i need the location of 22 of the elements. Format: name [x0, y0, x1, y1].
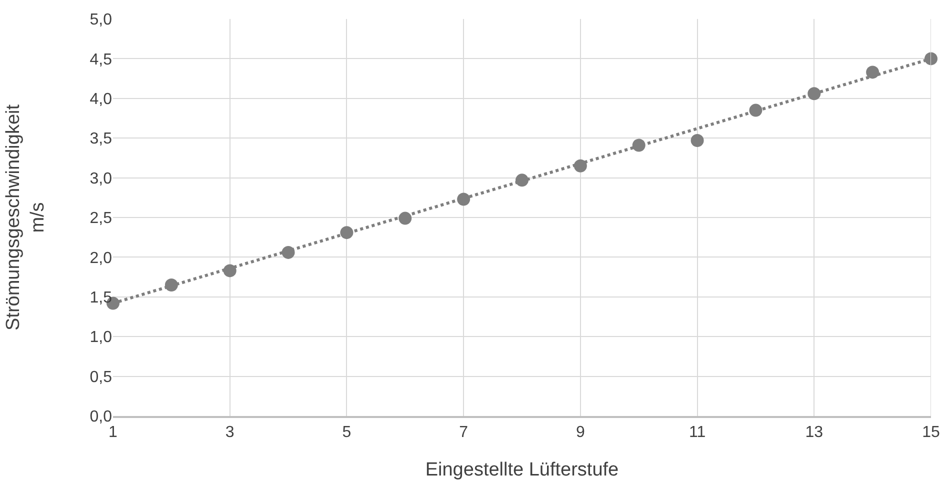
y-tick-label: 3,5 [90, 130, 112, 148]
y-tick-label: 0,5 [90, 368, 112, 386]
x-tick-label: 9 [576, 424, 585, 441]
x-tick-label: 3 [225, 424, 234, 441]
x-axis-title: Eingestellte Lüfterstufe [425, 459, 619, 480]
y-axis-title: Strömungsgeschwindigkeit m/s [2, 104, 49, 331]
y-tick-label: 1,5 [90, 290, 112, 306]
x-tick-label: 1 [108, 424, 118, 441]
point [690, 134, 704, 147]
y-tick-label: 1,0 [90, 329, 112, 346]
y-tick-label: 4,0 [90, 91, 112, 108]
y-tick-label: 4,5 [90, 51, 112, 68]
x-tick-label: 13 [805, 424, 824, 441]
x-tick-label: 5 [342, 424, 352, 441]
x-tick-label: 7 [459, 424, 468, 441]
y-tick-label: 2,5 [90, 210, 112, 228]
y-tick-label: 5,0 [90, 12, 112, 29]
y-tick-label: 3,0 [90, 170, 112, 188]
y-tick-label: 2,0 [90, 250, 112, 267]
x-tick-label: 15 [922, 424, 940, 441]
x-tick-label: 11 [688, 424, 706, 441]
y-tick-label: 0,0 [90, 408, 112, 426]
